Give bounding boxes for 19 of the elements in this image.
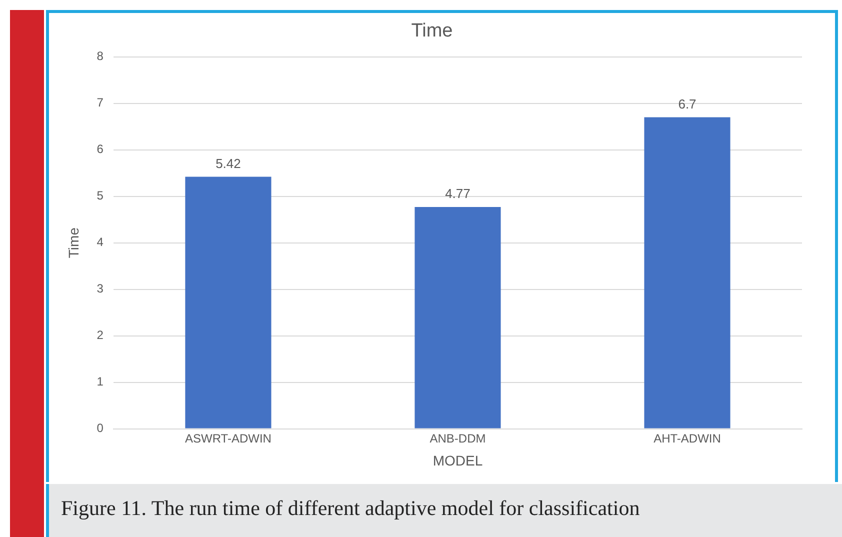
y-tick-label: 5 [96, 188, 104, 203]
x-tick-label: ANB-DDM [430, 431, 486, 446]
y-tick-label: 4 [96, 235, 104, 250]
x-axis-title: MODEL [432, 452, 483, 468]
y-tick-label: 2 [96, 328, 104, 342]
data-label: 6.7 [678, 96, 696, 112]
y-tick-label: 7 [96, 96, 104, 110]
x-tick-label: AHT-ADWIN [654, 431, 721, 446]
y-tick-label: 8 [96, 49, 104, 64]
y-tick-label: 6 [96, 142, 104, 156]
y-tick-label: 3 [96, 282, 104, 296]
chart-title: Time [411, 20, 453, 42]
y-axis-title: Time [65, 227, 82, 258]
data-label: 4.77 [445, 186, 470, 202]
x-tick-label: ASWRT-ADWIN [185, 431, 272, 446]
y-tick-label: 0 [96, 421, 104, 436]
data-label: 5.42 [216, 156, 241, 171]
caption: Figure 11. The run time of different adaptive model for classification [46, 484, 842, 537]
y-tick-label: 1 [96, 374, 104, 389]
